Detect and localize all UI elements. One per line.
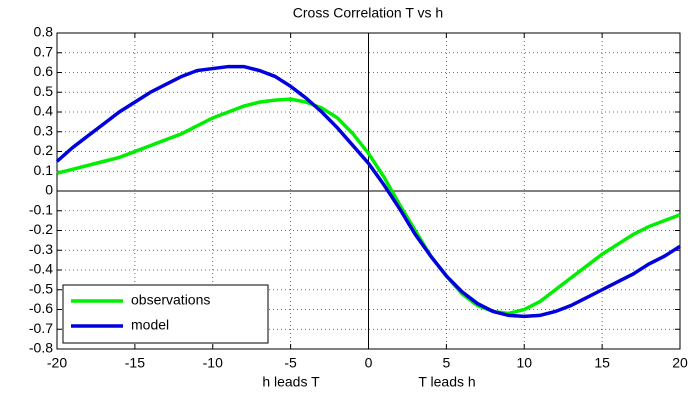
x-tick-label: 15 (594, 355, 610, 371)
x-tick-label: -10 (203, 355, 223, 371)
y-tick-label: 0.7 (34, 43, 54, 59)
y-tick-label: 0.2 (34, 142, 54, 158)
series-line (56, 97, 681, 316)
y-tick-label: 0 (45, 182, 53, 198)
legend-label: model (131, 317, 169, 333)
y-tick-label: -0.2 (29, 221, 53, 237)
y-tick-label: 0.5 (34, 83, 54, 99)
y-tick-label: -0.4 (29, 261, 53, 277)
annotation: h leads T (262, 374, 320, 390)
x-tick-label: -15 (125, 355, 145, 371)
x-tick-label: 20 (672, 355, 688, 371)
chart-title: Cross Correlation T vs h (293, 5, 443, 21)
annotation: T leads h (418, 374, 475, 390)
legend-box (62, 284, 269, 344)
y-tick-label: -0.6 (29, 300, 53, 316)
y-tick-label: -0.3 (29, 241, 53, 257)
y-tick-label: -0.5 (29, 280, 53, 296)
plot-frame (56, 32, 681, 350)
y-tick-label: 0.8 (34, 24, 54, 40)
y-tick-label: -0.1 (29, 201, 53, 217)
x-tick-label: -20 (47, 355, 67, 371)
x-tick-label: -5 (284, 355, 297, 371)
y-tick-label: 0.6 (34, 63, 54, 79)
x-tick-label: 0 (365, 355, 373, 371)
y-tick-label: 0.1 (34, 162, 54, 178)
y-tick-label: 0.3 (34, 122, 54, 138)
x-tick-label: 10 (516, 355, 532, 371)
y-tick-label: -0.7 (29, 320, 53, 336)
x-tick-label: 5 (442, 355, 450, 371)
y-tick-label: 0.4 (34, 103, 54, 119)
y-tick-label: -0.8 (29, 340, 53, 356)
series-line (55, 64, 681, 319)
legend-label: observations (131, 292, 210, 308)
